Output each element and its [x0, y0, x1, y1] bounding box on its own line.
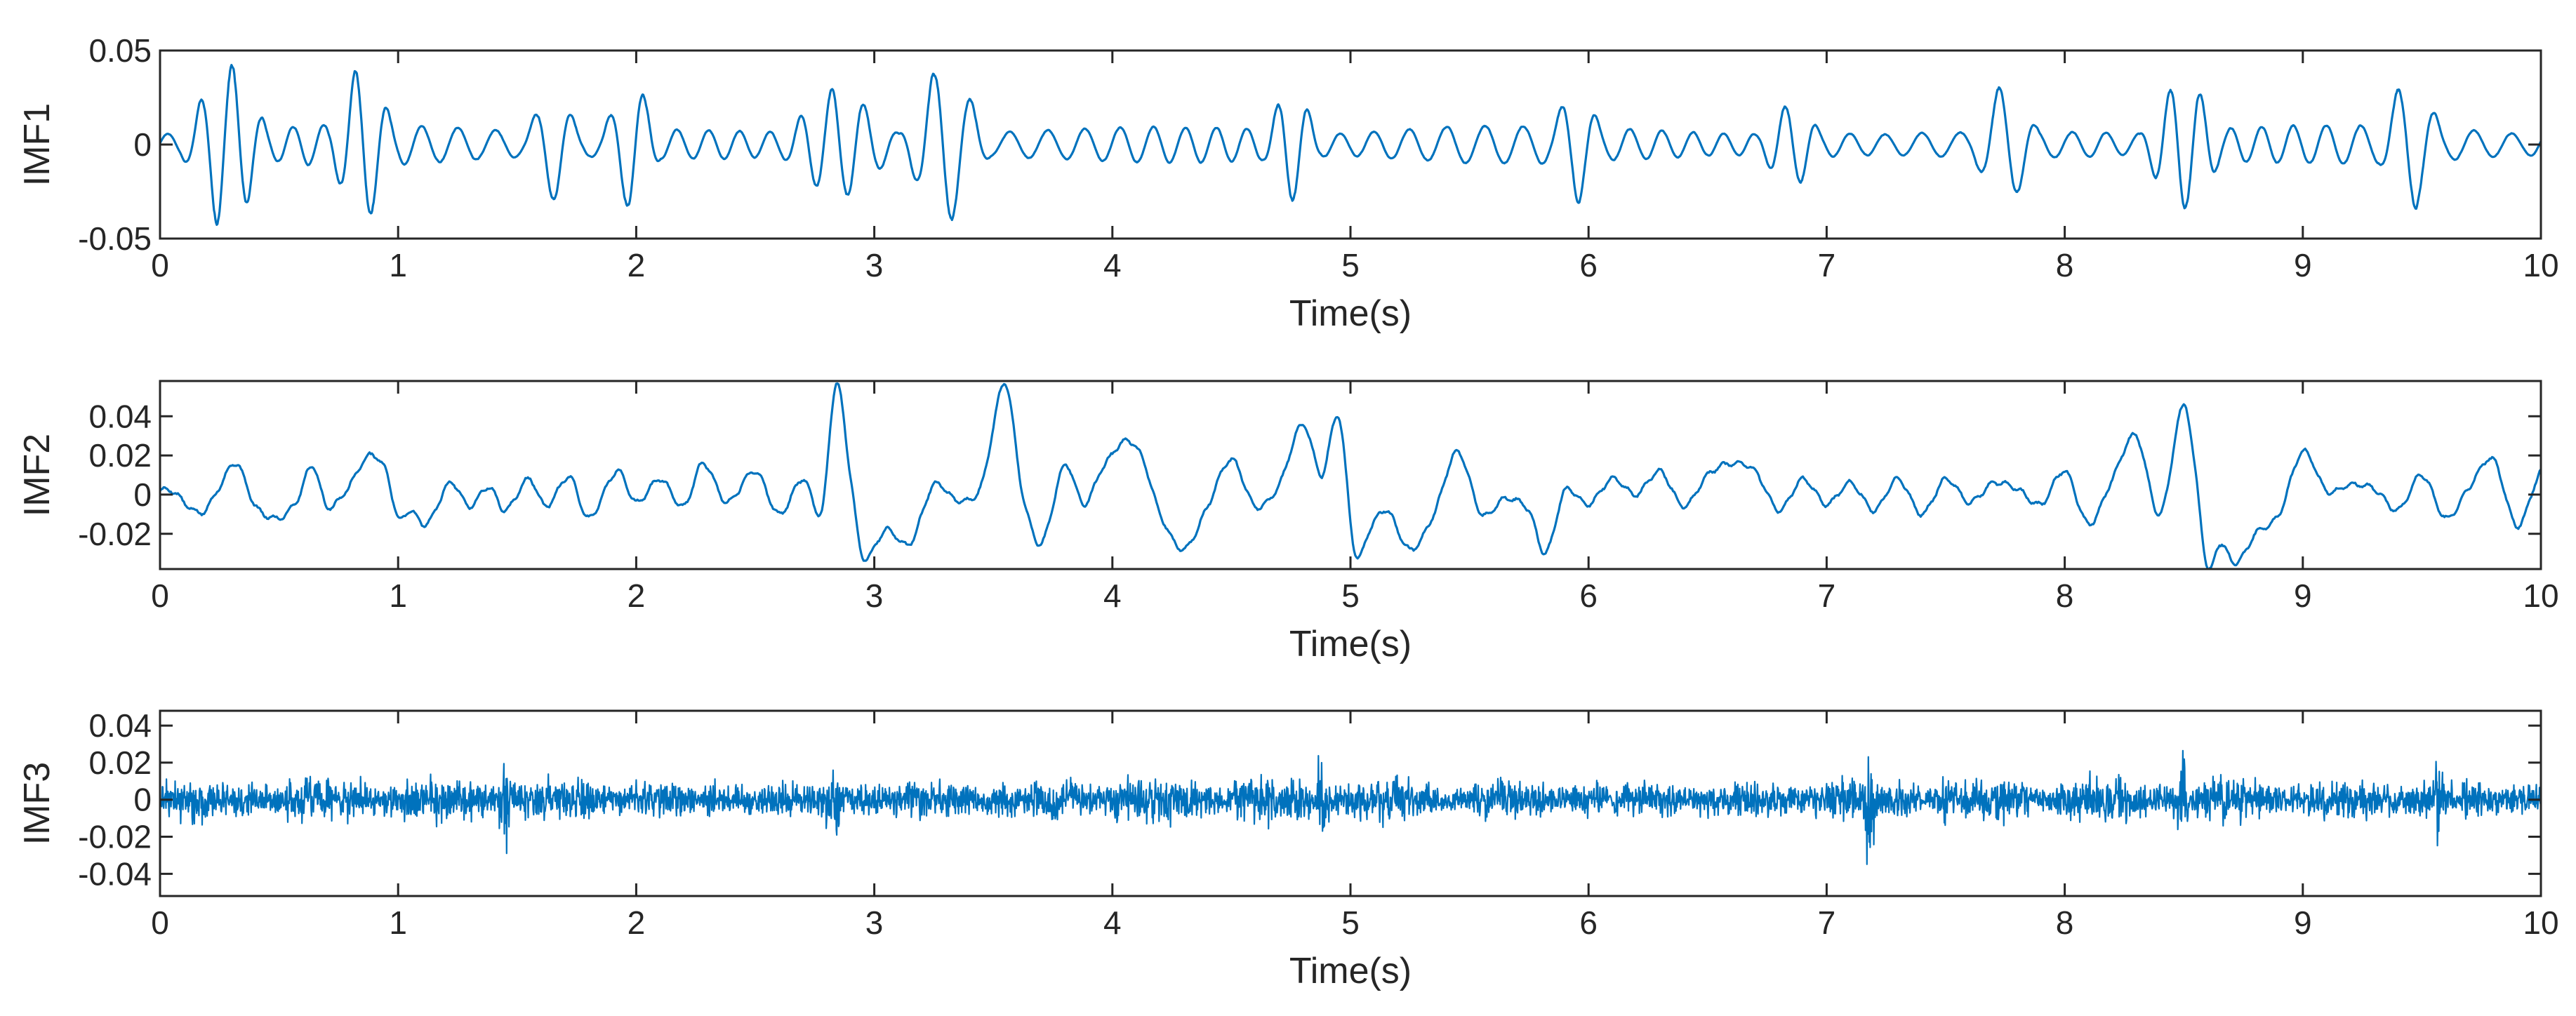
x-tick-label: 4: [1103, 247, 1122, 283]
x-tick-label: 7: [1818, 577, 1836, 614]
x-tick-label: 8: [2056, 247, 2074, 283]
x-tick-label: 9: [2294, 247, 2312, 283]
x-tick-label: 3: [865, 904, 884, 941]
x-tick-label: 9: [2294, 577, 2312, 614]
x-tick-label: 6: [1579, 247, 1598, 283]
x-tick-label: 7: [1818, 247, 1836, 283]
x-tick-label: 4: [1103, 904, 1122, 941]
x-tick-label: 5: [1341, 247, 1360, 283]
y-axis-label: IMF2: [17, 434, 58, 516]
imf1-series-line: [160, 64, 2541, 226]
imf3-panel: 0 1 2 3 4 5 6 7 8 9 10-0.04-0.0200.020.04Time(s)IM…: [17, 707, 2559, 991]
x-tick-label: 7: [1818, 904, 1836, 941]
x-tick-label: 6: [1579, 577, 1598, 614]
x-axis-label: Time(s): [1289, 624, 1412, 664]
y-tick-label: 0.02: [88, 437, 152, 474]
y-tick-label: -0.02: [78, 516, 152, 552]
x-tick-label: 0: [151, 577, 169, 614]
x-tick-label: 1: [389, 247, 407, 283]
y-tick-label: 0.04: [88, 707, 152, 744]
x-tick-label: 5: [1341, 577, 1360, 614]
imf2-series-line: [160, 382, 2541, 569]
x-axis-label: Time(s): [1289, 951, 1412, 991]
y-tick-label: 0: [133, 782, 152, 818]
x-tick-label: 10: [2523, 904, 2558, 941]
x-tick-label: 6: [1579, 904, 1598, 941]
x-tick-label: 5: [1341, 904, 1360, 941]
x-tick-label: 10: [2523, 577, 2558, 614]
x-tick-label: 2: [628, 247, 646, 283]
y-axis-label: IMF3: [17, 762, 58, 845]
axes-box: [159, 49, 2542, 240]
x-tick-label: 0: [151, 904, 169, 941]
y-tick-label: 0.05: [88, 32, 152, 69]
imf3-series-line: [160, 749, 2541, 865]
y-tick-label: 0.04: [88, 398, 152, 434]
x-tick-label: 8: [2056, 577, 2074, 614]
x-axis-label: Time(s): [1289, 293, 1412, 334]
y-tick-label: 0.02: [88, 744, 152, 781]
y-tick-label: 0: [133, 126, 152, 163]
x-tick-label: 0: [151, 247, 169, 283]
x-tick-label: 10: [2523, 247, 2558, 283]
x-tick-label: 1: [389, 577, 407, 614]
x-tick-label: 2: [628, 904, 646, 941]
x-tick-label: 8: [2056, 904, 2074, 941]
x-tick-label: 4: [1103, 577, 1122, 614]
x-tick-label: 3: [865, 577, 884, 614]
x-tick-label: 3: [865, 247, 884, 283]
x-tick-label: 9: [2294, 904, 2312, 941]
y-tick-label: -0.04: [78, 855, 152, 892]
y-axis-label: IMF1: [17, 103, 58, 186]
y-tick-label: -0.05: [78, 220, 152, 257]
axes-box: [159, 380, 2542, 570]
y-tick-label: 0: [133, 476, 152, 513]
x-tick-label: 1: [389, 904, 407, 941]
y-tick-label: -0.02: [78, 819, 152, 855]
x-tick-label: 2: [628, 577, 646, 614]
